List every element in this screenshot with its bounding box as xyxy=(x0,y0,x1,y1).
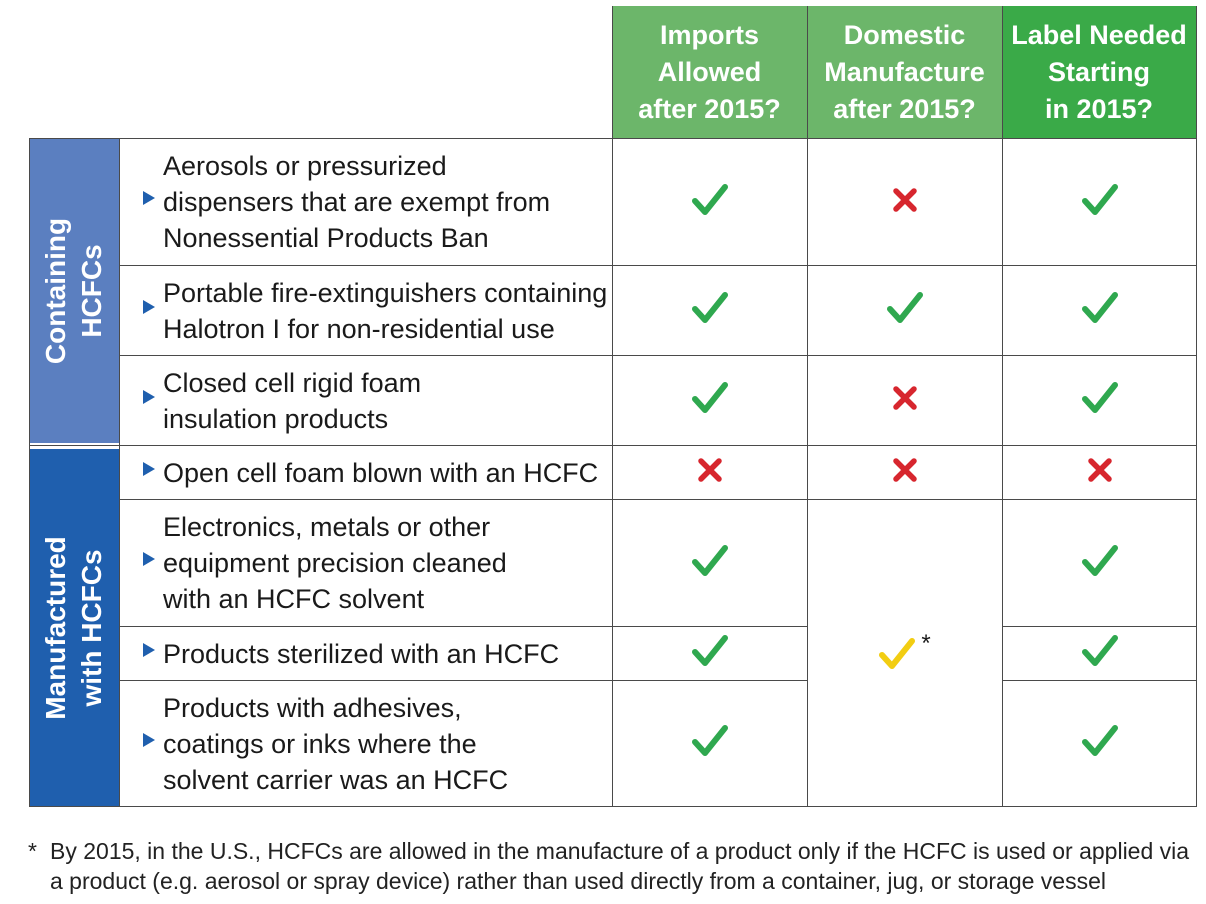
status-cell-label-needed xyxy=(1003,139,1196,265)
triangle-bullet-icon xyxy=(143,627,155,680)
column-header-label-needed-label: Label Needed Starting in 2015? xyxy=(1011,19,1187,124)
status-cell-imports xyxy=(613,139,807,265)
status-cell-label-needed xyxy=(1003,266,1196,355)
status-cell-imports xyxy=(613,356,807,445)
status-cell-imports xyxy=(613,681,807,806)
status-cell-label-needed xyxy=(1003,627,1196,680)
grid-line-row2 xyxy=(119,355,1196,356)
status-cell-domestic xyxy=(808,446,1002,499)
grid-line-col-label xyxy=(1002,6,1003,807)
green-check-icon xyxy=(691,182,729,223)
grid-line-row4 xyxy=(119,499,1196,500)
green-check-icon xyxy=(691,290,729,331)
green-check-icon xyxy=(1081,723,1119,764)
green-check-icon xyxy=(691,380,729,421)
grid-line-col-domestic xyxy=(807,6,808,807)
column-header-domestic-label: Domestic Manufacture after 2015? xyxy=(824,19,985,124)
row-label-text: Closed cell rigid foam insulation produc… xyxy=(163,367,422,434)
status-cell-label-needed xyxy=(1003,500,1196,626)
green-check-icon xyxy=(691,633,729,674)
grid-line-row6-left xyxy=(119,680,807,681)
triangle-bullet-icon xyxy=(143,139,155,265)
green-check-icon xyxy=(691,543,729,584)
grid-line-col-left xyxy=(29,138,30,807)
status-cell-label-needed xyxy=(1003,446,1196,499)
grid-line-row5-right xyxy=(1002,626,1196,627)
table-row-label: Aerosols or pressurized dispensers that … xyxy=(119,139,612,265)
status-cell-imports xyxy=(613,446,807,499)
table-row-label: Portable fire-extinguishers containing H… xyxy=(119,266,612,355)
group-manufactured-with-hcfcs: Manufactured with HCFCs xyxy=(29,449,119,806)
table-row-label: Products sterilized with an HCFC xyxy=(119,627,612,680)
row-label-text: Electronics, metals or other equipment p… xyxy=(163,512,507,614)
grid-line-col-imports xyxy=(612,6,613,807)
group-manufactured-with-hcfcs-label: Manufactured with HCFCs xyxy=(40,535,108,720)
asterisk-marker: * xyxy=(921,630,931,657)
green-check-icon xyxy=(886,290,924,331)
row-label-text: Open cell foam blown with an HCFC xyxy=(163,457,599,488)
table-row-label: Electronics, metals or other equipment p… xyxy=(119,500,612,626)
footnote-text: By 2015, in the U.S., HCFCs are allowed … xyxy=(50,838,1190,894)
red-cross-icon xyxy=(892,187,918,218)
green-check-icon xyxy=(1081,182,1119,223)
triangle-bullet-icon xyxy=(143,500,155,626)
red-cross-icon xyxy=(892,385,918,416)
green-check-icon xyxy=(1081,633,1119,674)
column-header-imports-label: Imports Allowed after 2015? xyxy=(638,19,781,124)
status-cell-imports xyxy=(613,266,807,355)
grid-line-col-group xyxy=(119,138,120,807)
table-row-label: Closed cell rigid foam insulation produc… xyxy=(119,356,612,445)
triangle-bullet-icon xyxy=(143,266,155,355)
green-check-icon xyxy=(1081,290,1119,331)
green-check-icon xyxy=(1081,380,1119,421)
row-label-text: Products with adhesives, coatings or ink… xyxy=(163,692,509,795)
column-header-imports: Imports Allowed after 2015? xyxy=(612,6,807,138)
status-cell-label-needed xyxy=(1003,356,1196,445)
row-label-text: Aerosols or pressurized dispensers that … xyxy=(163,151,551,253)
grid-line-col-right xyxy=(1196,6,1197,807)
group-containing-hcfcs: Containing HCFCs xyxy=(29,139,119,443)
group-containing-hcfcs-label: Containing HCFCs xyxy=(40,217,108,365)
grid-line-row5-left xyxy=(119,626,807,627)
row-label-text: Products sterilized with an HCFC xyxy=(163,638,560,669)
triangle-bullet-icon xyxy=(143,681,155,806)
grid-line-row1 xyxy=(119,265,1196,266)
yellow-check-icon xyxy=(879,637,916,676)
status-cell-domestic xyxy=(808,356,1002,445)
status-cell-imports xyxy=(613,627,807,680)
red-cross-icon xyxy=(697,457,723,488)
table-row-label: Products with adhesives, coatings or ink… xyxy=(119,681,612,806)
row-label-text: Portable fire-extinguishers containing H… xyxy=(163,277,608,344)
status-cell-domestic xyxy=(808,266,1002,355)
column-header-label-needed: Label Needed Starting in 2015? xyxy=(1002,6,1196,138)
status-cell-label-needed xyxy=(1003,681,1196,806)
triangle-bullet-icon xyxy=(143,446,155,499)
green-check-icon xyxy=(691,723,729,764)
footnote-marker: * xyxy=(28,838,37,864)
merged-domestic-conditional-cell: * xyxy=(808,500,1002,806)
table-row-label: Open cell foam blown with an HCFC xyxy=(119,446,612,499)
grid-line-row6-right xyxy=(1002,680,1196,681)
red-cross-icon xyxy=(892,457,918,488)
column-header-domestic: Domestic Manufacture after 2015? xyxy=(807,6,1002,138)
green-check-icon xyxy=(1081,543,1119,584)
status-cell-imports xyxy=(613,500,807,626)
status-cell-domestic xyxy=(808,139,1002,265)
red-cross-icon xyxy=(1087,457,1113,488)
triangle-bullet-icon xyxy=(143,356,155,445)
